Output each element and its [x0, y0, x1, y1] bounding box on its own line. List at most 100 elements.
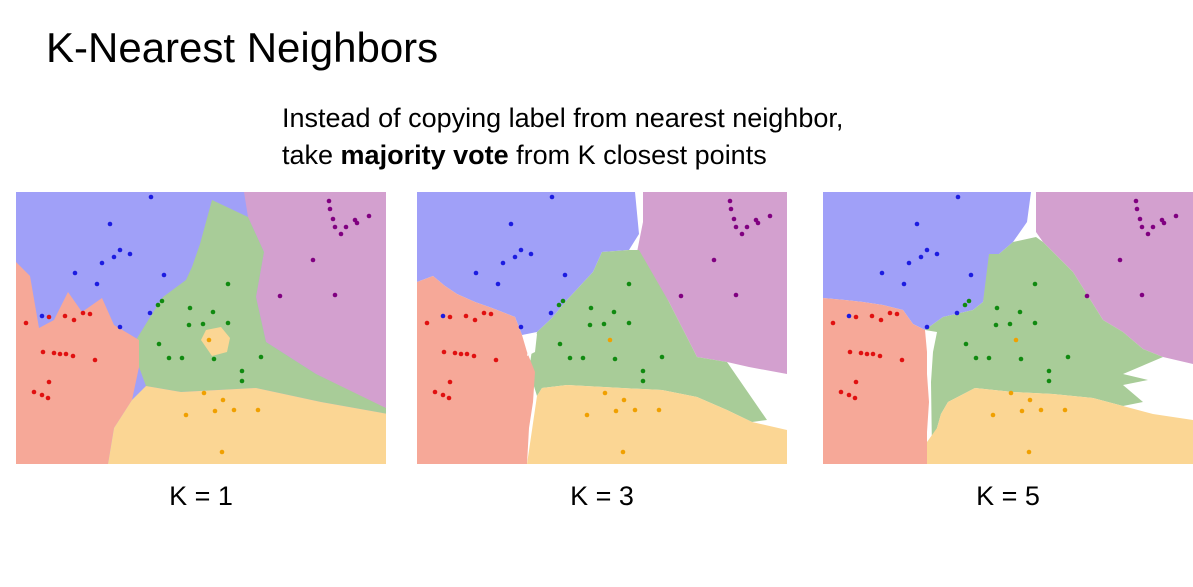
training-point-green — [611, 309, 617, 315]
training-point-blue — [934, 251, 940, 257]
training-point-red — [846, 392, 852, 398]
training-point-red — [899, 357, 905, 363]
training-point-green — [588, 305, 594, 311]
region-blue — [417, 192, 639, 335]
region-red — [417, 276, 535, 464]
training-point-orange — [183, 412, 189, 418]
training-point-red — [441, 349, 447, 355]
training-point-purple — [711, 257, 717, 263]
region-purple — [637, 192, 787, 374]
training-point-blue — [127, 251, 133, 257]
training-point-orange — [1019, 408, 1025, 414]
panel-label-k1: K = 1 — [169, 481, 233, 511]
training-point-purple — [332, 224, 338, 230]
training-point-red — [830, 320, 836, 326]
training-point-red — [46, 379, 52, 385]
training-point-green — [155, 302, 161, 308]
training-point-green — [626, 320, 632, 326]
training-point-blue — [147, 310, 153, 316]
training-point-green — [187, 305, 193, 311]
training-point-purple — [1139, 292, 1145, 298]
training-point-red — [57, 351, 63, 357]
training-point-blue — [901, 281, 907, 287]
training-point-red — [62, 313, 68, 319]
training-point-red — [447, 314, 453, 320]
training-point-red — [853, 379, 859, 385]
training-point-green — [580, 355, 586, 361]
training-point-orange — [1062, 407, 1068, 413]
training-point-green — [973, 355, 979, 361]
training-point-red — [458, 351, 464, 357]
training-point-blue — [924, 247, 930, 253]
training-point-blue — [148, 194, 154, 200]
training-point-red — [894, 311, 900, 317]
training-point-orange — [220, 397, 226, 403]
training-point-blue — [918, 254, 924, 260]
training-point-purple — [739, 231, 745, 237]
training-point-blue — [99, 260, 105, 266]
training-point-green — [994, 305, 1000, 311]
training-point-red — [46, 314, 52, 320]
region-green — [529, 250, 767, 422]
training-point-red — [447, 379, 453, 385]
training-point-orange — [656, 407, 662, 413]
training-point-orange — [1008, 390, 1014, 396]
training-point-orange — [632, 407, 638, 413]
training-point-red — [63, 351, 69, 357]
training-point-green — [986, 355, 992, 361]
training-point-green — [179, 355, 185, 361]
training-point-purple — [753, 217, 759, 223]
training-point-orange — [1027, 397, 1033, 403]
training-point-purple — [1159, 217, 1165, 223]
training-point-blue — [518, 247, 524, 253]
training-point-green — [557, 341, 563, 347]
training-point-red — [472, 317, 478, 323]
training-point-green — [659, 354, 665, 360]
subtitle-line-2-pre: take — [282, 140, 341, 170]
training-point-purple — [733, 292, 739, 298]
training-point-green — [1046, 368, 1052, 374]
training-point-purple — [1139, 224, 1145, 230]
training-point-purple — [338, 231, 344, 237]
training-point-green — [556, 302, 562, 308]
training-point-green — [993, 322, 999, 328]
training-point-green — [1032, 320, 1038, 326]
training-point-red — [852, 395, 858, 401]
training-point-green — [963, 341, 969, 347]
training-point-green — [239, 368, 245, 374]
training-point-blue — [562, 272, 568, 278]
training-point-purple — [1137, 216, 1143, 222]
training-point-red — [870, 351, 876, 357]
training-point-blue — [906, 260, 912, 266]
training-point-blue — [879, 270, 885, 276]
decision-boundary-k5 — [823, 192, 1193, 464]
decision-boundary-k1-plot — [16, 192, 386, 464]
training-point-purple — [1133, 198, 1139, 204]
training-point-blue — [117, 324, 123, 330]
training-point-blue — [924, 324, 930, 330]
training-point-red — [39, 392, 45, 398]
training-point-red — [463, 313, 469, 319]
training-point-red — [70, 353, 76, 359]
training-point-green — [567, 355, 573, 361]
training-point-blue — [518, 324, 524, 330]
region-green — [925, 237, 1163, 452]
training-point-red — [424, 320, 430, 326]
training-point-purple — [1173, 213, 1179, 219]
training-point-red — [80, 310, 86, 316]
panel-label-k3: K = 3 — [570, 481, 634, 511]
training-point-orange — [219, 449, 225, 455]
training-point-blue — [846, 313, 852, 319]
training-point-red — [878, 317, 884, 323]
training-point-orange — [231, 407, 237, 413]
region-blue — [823, 192, 1031, 330]
training-point-red — [440, 392, 446, 398]
training-point-blue — [117, 247, 123, 253]
training-point-purple — [277, 293, 283, 299]
training-point-blue — [473, 270, 479, 276]
panel-label-k5: K = 5 — [976, 481, 1040, 511]
training-point-blue — [107, 221, 113, 227]
training-point-blue — [508, 221, 514, 227]
training-point-blue — [548, 310, 554, 316]
training-point-purple — [1117, 257, 1123, 263]
